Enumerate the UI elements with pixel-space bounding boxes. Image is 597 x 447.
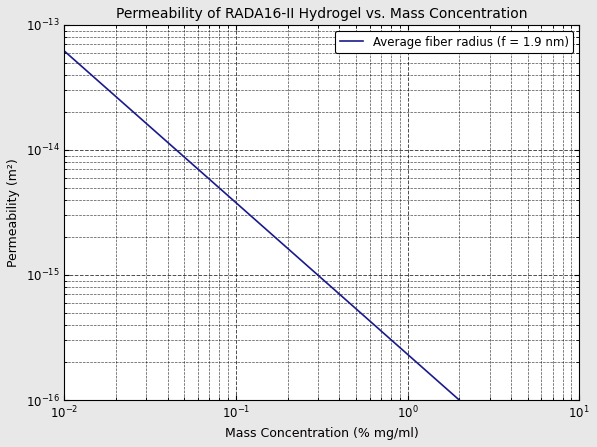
Legend: Average fiber radius (f = 1.9 nm): Average fiber radius (f = 1.9 nm) xyxy=(335,31,573,53)
Average fiber radius (f = 1.9 nm) xyxy=(456,397,463,403)
Average fiber radius (f = 1.9 nm) xyxy=(134,113,141,118)
Line: Average fiber radius (f = 1.9 nm): Average fiber radius (f = 1.9 nm) xyxy=(64,51,459,400)
Average fiber radius (f = 1.9 nm) xyxy=(166,141,173,147)
Average fiber radius (f = 1.9 nm) xyxy=(436,380,443,385)
Y-axis label: Permeability (m²): Permeability (m²) xyxy=(7,158,20,267)
Title: Permeability of RADA16-II Hydrogel vs. Mass Concentration: Permeability of RADA16-II Hydrogel vs. M… xyxy=(116,7,528,21)
Average fiber radius (f = 1.9 nm) xyxy=(85,69,92,75)
Average fiber radius (f = 1.9 nm) xyxy=(422,367,429,373)
Average fiber radius (f = 1.9 nm) xyxy=(61,48,68,54)
X-axis label: Mass Concentration (% mg/ml): Mass Concentration (% mg/ml) xyxy=(225,427,418,440)
Average fiber radius (f = 1.9 nm) xyxy=(76,63,84,68)
